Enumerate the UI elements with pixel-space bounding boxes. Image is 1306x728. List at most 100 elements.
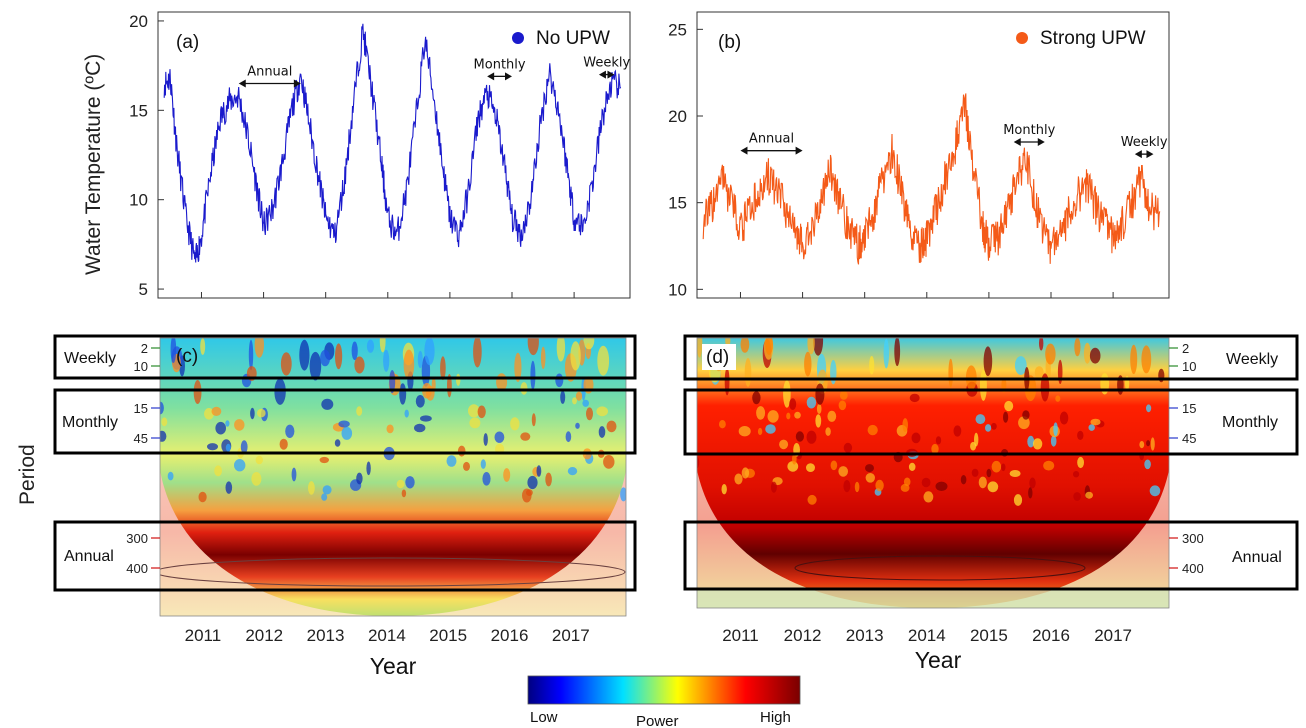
d-power-spot xyxy=(765,424,776,434)
c-power-spot xyxy=(477,405,486,419)
d-power-spot xyxy=(948,358,953,388)
panel-c-cone-of-influence xyxy=(160,338,626,616)
d-power-spot xyxy=(1089,347,1101,364)
c-power-spot xyxy=(440,356,446,381)
c-power-spot xyxy=(463,461,470,471)
c-power-spot xyxy=(606,420,617,433)
c-power-spot xyxy=(207,443,218,451)
d-power-spot xyxy=(865,464,874,473)
c-power-spot xyxy=(468,404,480,418)
d-power-spot xyxy=(839,390,848,400)
a-ytick-label: 10 xyxy=(129,191,148,210)
d-power-spot xyxy=(804,351,812,377)
d-power-spot xyxy=(867,424,878,436)
c-power-spot xyxy=(447,374,452,398)
d-power-spot xyxy=(987,481,999,493)
c-power-spot xyxy=(572,397,577,405)
c-power-spot xyxy=(240,440,248,454)
d-power-spot xyxy=(902,418,908,432)
c-power-spot xyxy=(257,408,266,418)
panel-d-letter: (d) xyxy=(706,347,729,368)
d-period-label: 45 xyxy=(1182,431,1196,446)
c-power-spot xyxy=(167,471,174,481)
d-power-spot xyxy=(1077,456,1084,469)
c-power-spot xyxy=(356,472,363,485)
c-power-spot xyxy=(160,401,164,415)
d-power-spot xyxy=(1146,440,1151,447)
c-power-spot xyxy=(565,431,572,443)
c-xtick-label: 2011 xyxy=(185,626,222,645)
b-annotation-arrowhead-right xyxy=(1037,138,1045,146)
panel-c-annual-box xyxy=(53,520,637,592)
b-annotation-label: Monthly xyxy=(1003,123,1055,138)
c-power-spot xyxy=(379,338,386,353)
a-annotation-arrowhead-left xyxy=(487,72,495,81)
d-power-spot xyxy=(1029,477,1036,489)
d-power-spot xyxy=(767,410,779,423)
d-power-spot xyxy=(807,494,817,505)
panel-b-series-line xyxy=(702,93,1161,265)
d-power-spot xyxy=(1149,485,1161,497)
d-power-spot xyxy=(806,396,817,409)
panel-b-frame xyxy=(696,11,1170,299)
c-power-spot xyxy=(225,420,230,427)
d-power-spot xyxy=(975,414,986,425)
c-power-spot xyxy=(211,406,222,416)
d-power-spot xyxy=(1039,338,1044,351)
c-period-label: 45 xyxy=(134,431,148,446)
c-power-spot xyxy=(496,373,508,391)
c-power-spot xyxy=(531,413,536,427)
c-power-spot xyxy=(456,373,461,386)
a-ytick-label: 20 xyxy=(129,12,148,31)
d-power-spot xyxy=(991,460,1002,473)
d-xtick-label: 2014 xyxy=(908,626,946,645)
panel-a-legend-marker xyxy=(512,32,524,44)
b-annotation-label: Annual xyxy=(749,132,794,147)
panel-d-period-axis: 2 10 15 45 300 400 xyxy=(1169,341,1204,576)
c-power-spot xyxy=(545,472,552,487)
c-power-spot xyxy=(341,426,353,440)
colorbar: Low Power High xyxy=(527,675,801,728)
c-power-spot xyxy=(514,352,522,382)
d-xtick-label: 2015 xyxy=(970,626,1008,645)
d-power-spot xyxy=(843,442,853,453)
d-power-spot xyxy=(971,468,979,477)
b-ytick-label: 25 xyxy=(668,20,687,39)
d-power-spot xyxy=(752,391,761,405)
d-power-spot xyxy=(1139,441,1145,449)
c-power-spot xyxy=(250,407,255,420)
c-xtick-label: 2014 xyxy=(368,626,406,645)
d-xtick-label: 2013 xyxy=(846,626,884,645)
d-power-spot xyxy=(1085,491,1093,499)
d-power-spot xyxy=(792,453,797,465)
c-power-spot xyxy=(420,415,432,422)
c-period-label: 10 xyxy=(134,359,148,374)
c-power-spot xyxy=(575,422,580,429)
panel-d-weekly-label: Weekly xyxy=(1226,351,1278,368)
c-power-spot xyxy=(424,338,435,366)
d-power-spot xyxy=(744,358,752,387)
c-power-spot xyxy=(567,467,578,476)
d-power-spot xyxy=(1055,395,1061,402)
panel-c-monthly-label: Monthly xyxy=(62,414,118,431)
c-power-spot xyxy=(620,487,626,502)
panel-c-annual-contour xyxy=(160,557,626,587)
a-annotation-arrowhead-right xyxy=(607,70,615,79)
c-power-spot xyxy=(404,409,409,418)
c-power-spot xyxy=(291,467,297,482)
panel-b-letter: (b) xyxy=(718,32,741,53)
d-power-spot xyxy=(843,480,851,493)
c-power-spot xyxy=(356,406,363,416)
c-power-spot xyxy=(319,456,329,464)
d-power-spot xyxy=(986,468,992,478)
c-power-spot xyxy=(446,455,457,467)
c-power-spot xyxy=(480,459,486,469)
panel-d-monthly-label: Monthly xyxy=(1222,414,1278,431)
c-power-spot xyxy=(225,443,231,452)
c-power-spot xyxy=(520,382,528,395)
c-power-spot xyxy=(354,356,365,374)
c-xtick-label: 2017 xyxy=(552,626,590,645)
d-period-label: 15 xyxy=(1182,401,1196,416)
d-power-spot xyxy=(825,427,831,436)
d-power-spot xyxy=(854,481,860,493)
